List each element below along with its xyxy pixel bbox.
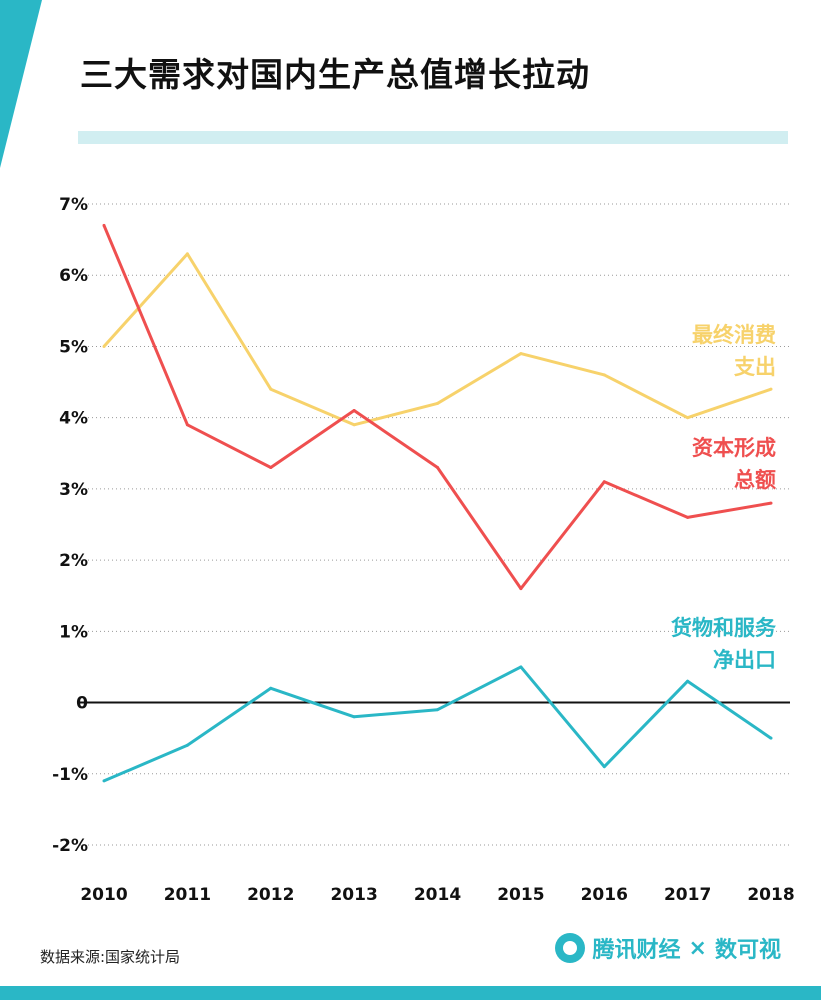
data-point [436, 708, 439, 712]
y-tick-label: 0 [76, 694, 88, 714]
data-point [269, 466, 273, 470]
corner-decoration [0, 0, 42, 168]
data-point [102, 779, 106, 783]
data-point [102, 223, 106, 227]
y-tick-label: -1% [52, 765, 88, 785]
x-tick-label: 2010 [80, 885, 127, 905]
data-point [769, 736, 773, 740]
x-tick-label: 2014 [414, 885, 461, 905]
series-label-0: 最终消费 [692, 323, 776, 347]
data-point [602, 765, 606, 769]
y-tick-label: -2% [52, 836, 88, 856]
data-point [185, 423, 189, 427]
data-point [185, 252, 189, 256]
data-point [602, 373, 606, 377]
series-label-2: 净出口 [713, 648, 776, 672]
y-tick-label: 2% [59, 551, 88, 571]
data-point [519, 352, 523, 356]
x-tick-label: 2012 [247, 885, 294, 905]
series-label-2: 货物和服务 [671, 616, 777, 640]
data-point [352, 423, 356, 427]
data-point [436, 401, 439, 405]
brand-name: 腾讯财经 [592, 938, 681, 963]
x-tick-label: 2011 [164, 885, 211, 905]
data-point [436, 466, 439, 470]
data-source: 数据来源:国家统计局 [40, 948, 181, 966]
data-point [185, 743, 189, 747]
series-line-2 [103, 665, 772, 783]
data-point [686, 679, 690, 683]
chart-title: 三大需求对国内生产总值增长拉动 [80, 55, 590, 94]
data-point [686, 515, 690, 519]
y-tick-label: 1% [59, 622, 88, 642]
y-tick-label: 4% [59, 409, 88, 429]
y-tick-label: 3% [59, 480, 88, 500]
line-chart: 7% 6% 5% 4% 3% 2% 1% 0 -1% -2% 2010 2011 2012 2013 201… [52, 195, 795, 905]
brand-footer: 腾讯财经 × 数可视 [554, 932, 781, 964]
x-tick-label: 2018 [747, 885, 794, 905]
partner-name: 数可视 [714, 938, 781, 963]
title-underline [78, 131, 788, 144]
data-point [769, 387, 773, 391]
series-line-0 [102, 252, 772, 427]
data-point [769, 501, 773, 505]
data-point [519, 665, 523, 669]
tencent-finance-logo-icon [554, 933, 585, 963]
data-point [269, 686, 273, 690]
x-tick-label: 2017 [664, 885, 711, 905]
x-tick-label: 2016 [581, 885, 628, 905]
y-tick-label: 7% [59, 195, 88, 215]
data-point [686, 416, 690, 420]
x-tick-label: 2013 [330, 885, 377, 905]
data-point [352, 715, 356, 719]
data-point [352, 409, 356, 413]
y-tick-label: 5% [59, 337, 88, 357]
data-point [602, 480, 606, 484]
y-tick-label: 6% [59, 266, 88, 286]
bottom-bar [0, 986, 821, 1000]
series-label-1: 总额 [734, 468, 776, 492]
data-point [269, 387, 273, 391]
series-label-1: 资本形成 [692, 436, 776, 460]
data-point [519, 587, 523, 591]
data-point [102, 344, 106, 348]
series-label-0: 支出 [734, 355, 776, 379]
x-tick-label: 2015 [497, 885, 544, 905]
brand-separator: × [688, 935, 707, 961]
